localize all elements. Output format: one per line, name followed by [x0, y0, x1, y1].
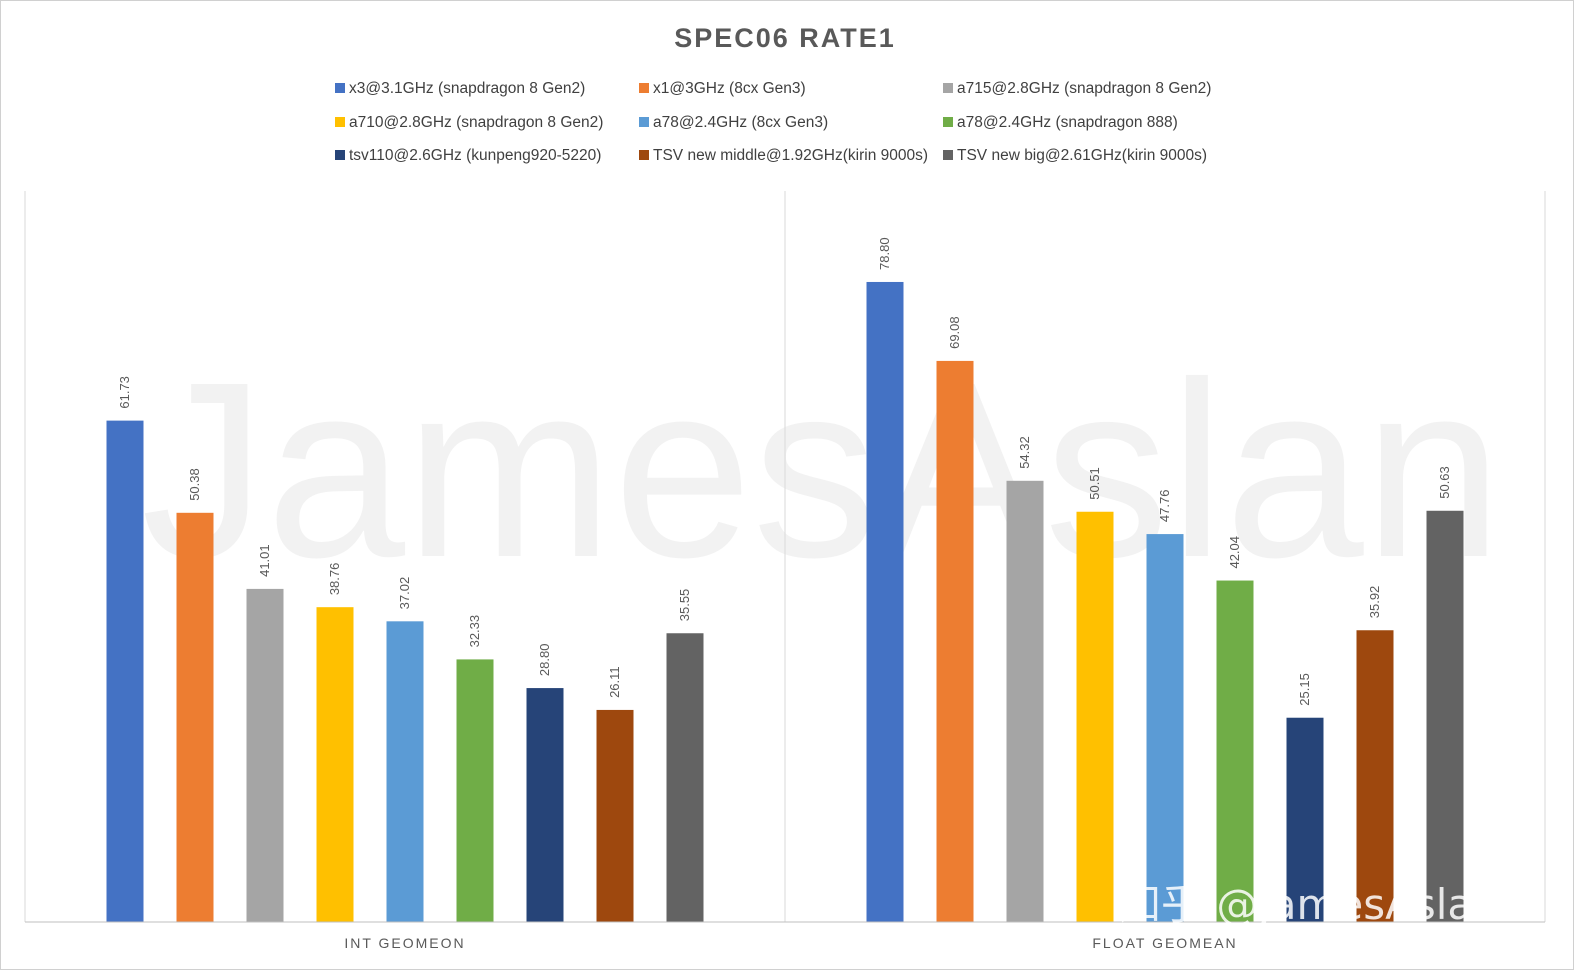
data-label: 35.92	[1367, 586, 1382, 619]
data-label: 26.11	[607, 666, 622, 698]
category-label: FLOAT GEOMEAN	[1092, 935, 1237, 951]
bar	[596, 709, 634, 922]
legend-label: TSV new big@2.61GHz(kirin 9000s)	[957, 147, 1207, 164]
legend-swatch	[943, 150, 953, 160]
legend-label: x1@3GHz (8cx Gen3)	[653, 80, 806, 97]
legend-label: x3@3.1GHz (snapdragon 8 Gen2)	[349, 80, 585, 97]
data-label: 28.80	[537, 644, 552, 677]
legend-swatch	[639, 117, 649, 127]
credit-text: 知乎 @JamesAslan	[1119, 880, 1500, 929]
bar	[1006, 480, 1044, 922]
bar	[666, 633, 704, 922]
data-label: 37.02	[397, 577, 412, 610]
bar	[866, 281, 904, 923]
bar	[1216, 580, 1254, 922]
legend-label: a710@2.8GHz (snapdragon 8 Gen2)	[349, 114, 603, 131]
data-label: 69.08	[947, 316, 962, 349]
legend-swatch	[335, 150, 345, 160]
data-label: 32.33	[467, 615, 482, 648]
data-label: 50.63	[1437, 466, 1452, 499]
bar	[176, 512, 214, 922]
legend-swatch	[335, 117, 345, 127]
legend-label: TSV new middle@1.92GHz(kirin 9000s)	[653, 147, 928, 164]
data-label: 38.76	[327, 563, 342, 596]
data-label: 35.55	[677, 589, 692, 622]
bar	[106, 420, 144, 922]
bar	[526, 688, 564, 922]
legend-label: a715@2.8GHz (snapdragon 8 Gen2)	[957, 80, 1211, 97]
watermark-text: JamesAslan	[141, 330, 1503, 609]
legend-label: a78@2.4GHz (snapdragon 888)	[957, 114, 1178, 131]
data-label: 50.38	[187, 468, 202, 501]
legend-swatch	[943, 83, 953, 93]
bar	[1146, 534, 1184, 922]
bar	[936, 360, 974, 923]
data-label: 41.01	[257, 544, 272, 577]
data-labels-group: 61.73 50.38 41.01 38.76 37.02 32.33 28.80 26.11…	[117, 237, 1452, 705]
legend-label: tsv110@2.6GHz (kunpeng920-5220)	[349, 147, 601, 164]
legend-swatch	[943, 117, 953, 127]
data-label: 47.76	[1157, 490, 1172, 523]
data-label: 42.04	[1227, 536, 1242, 569]
data-label: 61.73	[117, 376, 132, 409]
bar	[1076, 511, 1114, 922]
bars-group	[106, 281, 1464, 923]
bar	[1356, 630, 1394, 922]
bar	[386, 621, 424, 922]
bar	[1426, 510, 1464, 922]
bar	[316, 607, 354, 922]
data-label: 50.51	[1087, 467, 1102, 500]
bar	[456, 659, 494, 922]
legend-swatch	[639, 83, 649, 93]
data-label: 25.15	[1297, 673, 1312, 706]
category-label: INT GEOMEON	[344, 935, 465, 951]
category-labels-group: INT GEOMEON FLOAT GEOMEAN	[344, 935, 1237, 951]
legend-swatch	[639, 150, 649, 160]
legend: x3@3.1GHz (snapdragon 8 Gen2) x1@3GHz (8c…	[335, 80, 1211, 164]
chart-title: SPEC06 RATE1	[674, 23, 896, 53]
data-label: 78.80	[877, 237, 892, 270]
legend-swatch	[335, 83, 345, 93]
bar	[246, 588, 284, 922]
data-label: 54.32	[1017, 436, 1032, 469]
bar	[1286, 717, 1324, 922]
legend-label: a78@2.4GHz (8cx Gen3)	[653, 114, 828, 131]
